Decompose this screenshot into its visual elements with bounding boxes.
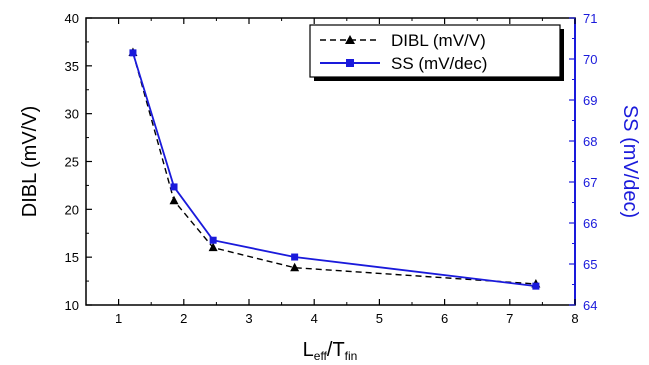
x-tick-label-3: 4 [311,311,318,326]
dibl-point-2 [208,242,218,252]
left-tick-label-3: 25 [65,155,79,170]
legend-dibl-marker [345,35,355,44]
ss-point-4 [532,282,540,290]
ss-point-0 [129,49,137,57]
ss-point-1 [170,183,178,191]
legend-ss-label: SS (mV/dec) [391,54,487,73]
x-axis-title-sub2: fin [345,349,358,363]
dibl-point-1 [169,195,179,205]
right-tick-label-6: 70 [583,52,597,67]
x-axis-title-slash: /T [327,339,345,361]
x-tick-label-7: 8 [571,311,578,326]
x-tick-label-4: 5 [376,311,383,326]
x-axis-title-main: L [303,339,314,361]
series-line-dibl [132,52,536,285]
x-axis-title: Leff/Tfin [303,339,358,363]
right-tick-label-4: 68 [583,134,597,149]
ss-point-2 [209,236,217,244]
right-tick-label-7: 71 [583,11,597,26]
left-tick-label-6: 40 [65,11,79,26]
left-tick-label-4: 30 [65,107,79,122]
left-axis-ticks: 10 15 20 25 30 35 40 [65,11,92,313]
series-layer [128,47,541,290]
left-tick-label-0: 10 [65,298,79,313]
right-axis-ticks: 64 65 66 67 68 69 70 71 [569,11,597,313]
left-tick-label-1: 15 [65,250,79,265]
left-tick-label-2: 20 [65,202,79,217]
left-tick-label-5: 35 [65,59,79,74]
series-line-ss [132,52,536,288]
right-tick-label-2: 66 [583,216,597,231]
legend-ss-marker [346,59,354,67]
x-tick-label-0: 1 [115,311,122,326]
ss-point-3 [291,253,299,261]
x-axis-ticks: 1 2 3 4 5 6 7 8 [85,18,579,326]
right-tick-label-5: 69 [583,93,597,108]
x-tick-label-2: 3 [245,311,252,326]
legend-dibl-label: DIBL (mV/V) [391,31,486,50]
legend: DIBL (mV/V) SS (mV/dec) [309,24,564,81]
x-axis-title-sub1: eff [314,349,328,363]
right-axis-title: SS (mV/dec) [619,105,641,218]
left-axis-title: DIBL (mV/V) [19,106,41,218]
legend-box [309,24,561,78]
x-tick-label-5: 6 [441,311,448,326]
right-tick-label-0: 64 [583,298,597,313]
right-tick-label-3: 67 [583,175,597,190]
right-tick-label-1: 65 [583,257,597,272]
x-tick-label-6: 7 [506,311,513,326]
x-tick-label-1: 2 [180,311,187,326]
dibl-point-3 [290,262,300,272]
